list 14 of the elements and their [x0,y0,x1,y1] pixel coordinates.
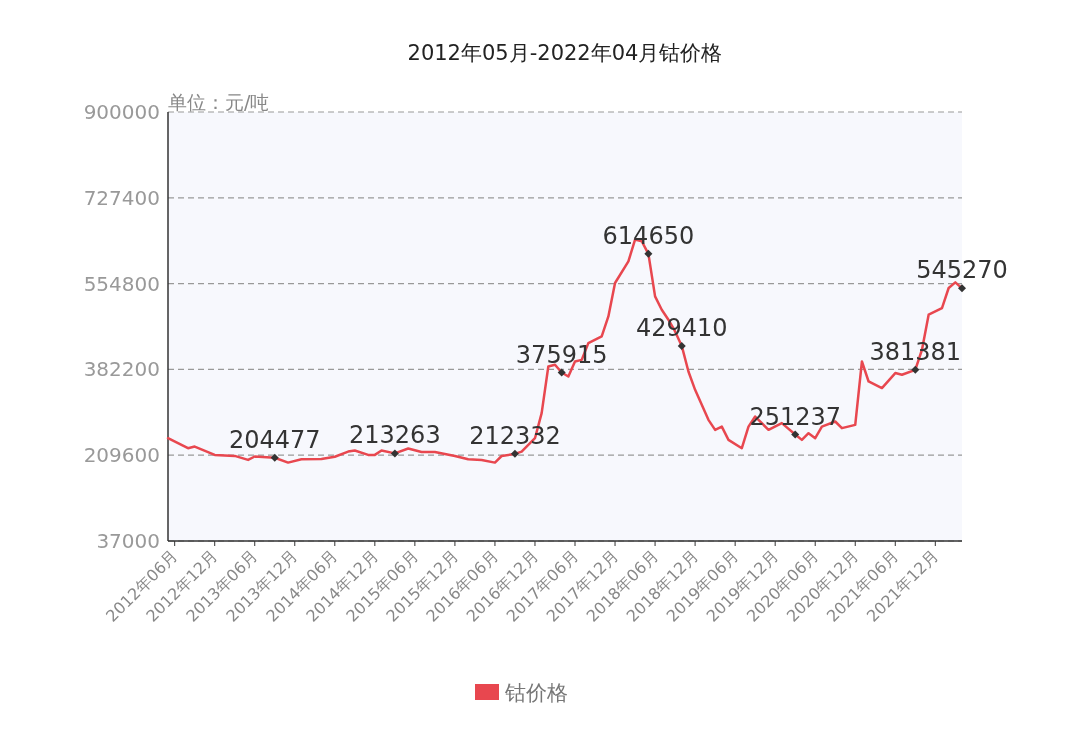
legend-label: 钴价格 [504,681,568,705]
y-tick-label: 209600 [83,443,160,468]
y-tick-label: 37000 [96,529,160,553]
data-label: 614650 [602,221,695,250]
y-axis-title: 单位：元/吨 [168,91,270,113]
y-tick-label: 554800 [83,271,160,296]
data-label: 213263 [349,421,441,450]
data-label: 251237 [749,402,842,431]
data-label: 545270 [916,256,1008,285]
y-tick-label: 727400 [83,185,160,210]
chart-title: 2012年05月-2022年04月钴价格 [407,41,723,65]
y-tick-label: 900000 [83,100,160,124]
data-label: 204477 [228,425,321,454]
y-tick-label: 382200 [83,357,160,382]
